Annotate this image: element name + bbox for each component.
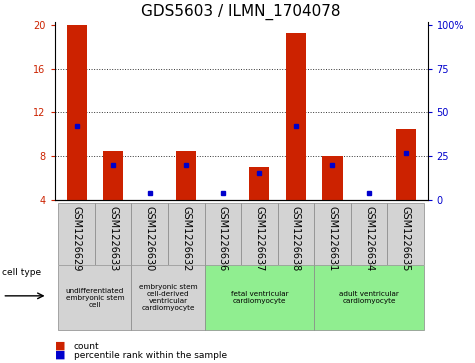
Bar [286,33,306,200]
Bar [249,167,269,200]
Text: cell type: cell type [2,268,41,277]
Text: GSM1226631: GSM1226631 [327,206,337,272]
Bar [205,265,314,330]
Text: embryonic stem
cell-derived
ventricular
cardiomyocyte: embryonic stem cell-derived ventricular … [139,284,197,311]
Text: GSM1226634: GSM1226634 [364,206,374,272]
Bar [176,151,196,200]
Text: GSM1226637: GSM1226637 [254,203,265,269]
Bar [95,203,132,265]
Bar [277,203,314,265]
Text: GSM1226633: GSM1226633 [108,206,118,272]
Bar [241,203,277,265]
Text: GSM1226631: GSM1226631 [327,203,337,269]
Bar [168,203,205,265]
Bar [132,203,168,265]
Bar [132,265,205,330]
Text: GSM1226633: GSM1226633 [108,203,118,269]
Bar [314,265,424,330]
Bar [58,203,95,265]
Text: GSM1226635: GSM1226635 [400,203,410,269]
Bar [205,203,241,265]
Text: GSM1226629: GSM1226629 [72,203,82,269]
Text: GSM1226636: GSM1226636 [218,203,228,269]
Bar [58,265,132,330]
Text: ■: ■ [55,350,65,360]
Text: GSM1226632: GSM1226632 [181,203,191,269]
Text: GSM1226635: GSM1226635 [400,206,410,272]
Text: GSM1226638: GSM1226638 [291,206,301,272]
Text: GSM1226629: GSM1226629 [72,206,82,272]
Bar [387,203,424,265]
Bar [351,203,387,265]
Text: count: count [74,342,99,351]
Text: GSM1226634: GSM1226634 [364,203,374,269]
Bar [396,129,416,200]
Text: adult ventricular
cardiomyocyte: adult ventricular cardiomyocyte [339,291,399,304]
Bar [66,25,86,200]
Text: ■: ■ [55,340,65,351]
Text: GSM1226630: GSM1226630 [145,203,155,269]
Text: GSM1226637: GSM1226637 [254,206,265,272]
Bar [323,156,342,200]
Title: GDS5603 / ILMN_1704078: GDS5603 / ILMN_1704078 [142,4,341,20]
Bar [314,203,351,265]
Text: undifferentiated
embryonic stem
cell: undifferentiated embryonic stem cell [66,287,124,308]
Text: percentile rank within the sample: percentile rank within the sample [74,351,227,360]
Bar [103,151,123,200]
Text: GSM1226636: GSM1226636 [218,206,228,272]
Text: GSM1226638: GSM1226638 [291,203,301,269]
Text: GSM1226630: GSM1226630 [145,206,155,272]
Text: fetal ventricular
cardiomyocyte: fetal ventricular cardiomyocyte [230,291,288,304]
Text: GSM1226632: GSM1226632 [181,206,191,272]
